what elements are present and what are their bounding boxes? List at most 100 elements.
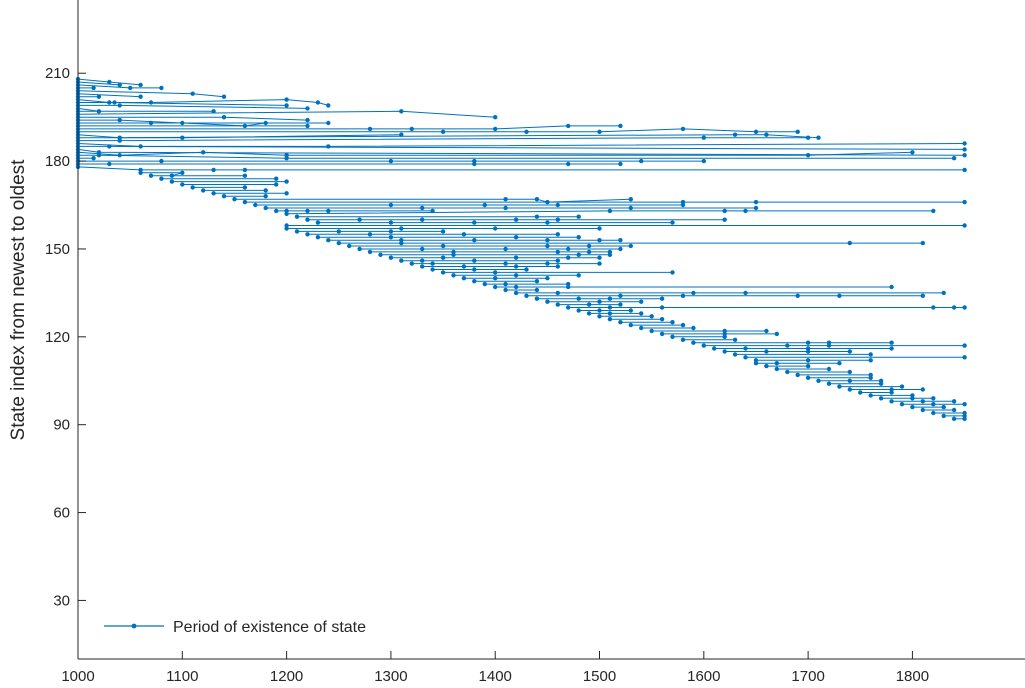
state-point xyxy=(315,100,321,105)
state-point xyxy=(920,407,925,413)
state-point xyxy=(962,199,967,205)
state-point xyxy=(858,390,863,395)
legend-label: Period of existence of state xyxy=(173,619,366,636)
state-point xyxy=(336,229,341,234)
state-point xyxy=(878,381,884,386)
state-point xyxy=(753,199,759,205)
state-point xyxy=(440,270,446,275)
state-point xyxy=(847,378,852,383)
state-existence-line xyxy=(77,81,120,86)
state-point xyxy=(962,402,967,407)
state-point xyxy=(868,375,873,380)
state-point xyxy=(566,123,571,129)
state-point xyxy=(722,349,727,354)
state-point xyxy=(805,363,811,369)
state-point xyxy=(847,369,852,375)
state-point xyxy=(107,144,112,149)
state-point xyxy=(493,284,498,290)
state-point xyxy=(367,126,373,132)
state-point xyxy=(837,384,842,389)
state-point xyxy=(951,407,957,413)
state-point xyxy=(347,243,352,249)
state-point xyxy=(628,205,633,211)
state-point xyxy=(201,150,206,155)
state-point xyxy=(576,296,581,301)
state-point xyxy=(388,255,394,260)
state-point xyxy=(430,267,435,272)
state-point xyxy=(493,276,498,281)
state-point xyxy=(962,305,967,310)
state-point xyxy=(472,238,477,243)
state-point xyxy=(597,261,602,266)
state-point xyxy=(659,331,665,337)
state-point xyxy=(586,249,592,255)
legend-marker-swatch xyxy=(131,623,137,629)
state-point xyxy=(284,191,289,196)
state-point xyxy=(680,322,686,328)
state-point xyxy=(732,352,738,357)
y-tick-label: 180 xyxy=(45,153,70,170)
state-point xyxy=(534,214,540,219)
state-point xyxy=(440,129,446,134)
state-point xyxy=(138,82,143,88)
state-point xyxy=(576,273,581,278)
state-point xyxy=(889,284,894,290)
state-point xyxy=(201,188,206,193)
state-point xyxy=(680,337,686,342)
state-point xyxy=(91,156,96,161)
state-point xyxy=(513,273,519,278)
state-point xyxy=(826,381,832,386)
x-tick-label: 1600 xyxy=(687,668,720,685)
state-point xyxy=(628,322,633,328)
state-existence-line xyxy=(78,125,621,130)
state-point xyxy=(680,293,686,298)
state-point xyxy=(263,205,268,211)
state-point xyxy=(430,261,435,266)
state-point xyxy=(482,202,487,208)
state-point xyxy=(764,349,769,354)
state-point xyxy=(753,205,759,211)
state-point xyxy=(795,293,800,298)
state-point xyxy=(931,410,936,416)
state-point xyxy=(607,252,613,257)
state-point xyxy=(513,264,519,269)
state-point xyxy=(951,156,957,161)
x-tick-label: 1300 xyxy=(374,668,407,685)
state-point xyxy=(962,223,967,228)
state-point xyxy=(597,314,602,319)
x-tick-label: 1100 xyxy=(166,668,198,685)
x-axis: 1000 1100 1200 1300 1400 1500 1600 1700 1800 xyxy=(61,651,1025,685)
state-existence-line xyxy=(78,104,308,109)
state-point xyxy=(576,235,581,240)
state-point xyxy=(503,261,508,266)
state-existence-line xyxy=(78,137,809,142)
state-point xyxy=(618,238,623,243)
state-point xyxy=(284,103,289,108)
state-point xyxy=(513,255,519,260)
state-point xyxy=(221,194,227,199)
state-point xyxy=(367,249,373,255)
state-point xyxy=(388,229,394,234)
state-point xyxy=(503,246,508,252)
state-point xyxy=(399,240,404,246)
state-point xyxy=(305,217,310,222)
state-point xyxy=(597,238,602,243)
state-point xyxy=(837,361,842,366)
state-point xyxy=(545,220,550,225)
state-point xyxy=(138,170,143,175)
state-point xyxy=(493,126,498,132)
state-point xyxy=(931,396,936,401)
y-tick-label: 90 xyxy=(53,417,70,434)
state-point xyxy=(576,214,581,219)
state-point xyxy=(951,399,957,404)
state-point xyxy=(336,240,341,246)
state-point xyxy=(962,141,967,146)
state-point xyxy=(868,393,873,398)
state-point xyxy=(847,387,852,392)
state-point xyxy=(962,343,967,348)
state-point xyxy=(628,197,633,202)
state-point xyxy=(743,290,748,296)
state-point xyxy=(618,161,623,167)
state-point xyxy=(503,197,508,202)
